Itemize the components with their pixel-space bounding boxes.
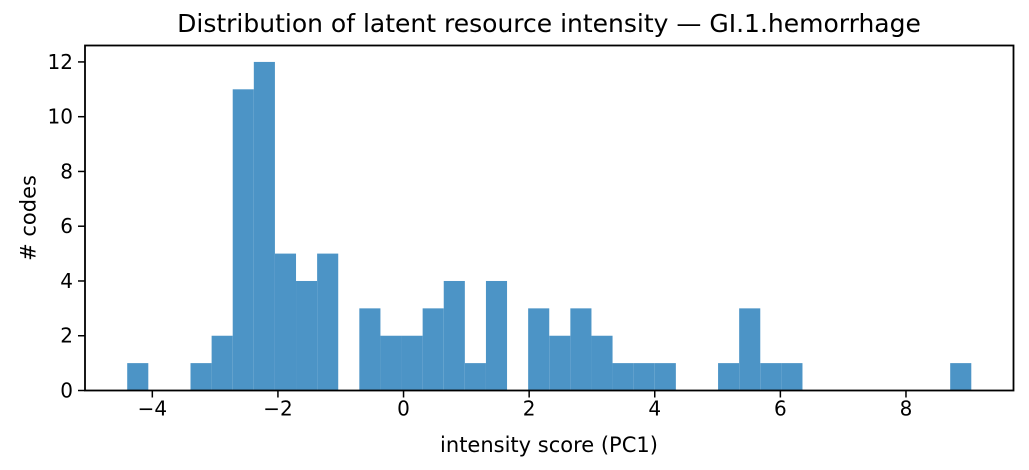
histogram-bar: [950, 363, 972, 391]
histogram-bar: [127, 363, 149, 391]
histogram-bar: [528, 308, 550, 391]
x-tick-label: 6: [774, 397, 787, 421]
histogram-bar: [401, 335, 423, 391]
chart-title: Distribution of latent resource intensit…: [177, 9, 921, 38]
y-tick-label: 2: [60, 324, 73, 348]
histogram-bar: [232, 89, 254, 391]
histogram-bar: [359, 308, 381, 391]
histogram-bar: [274, 253, 297, 391]
histogram-bar: [296, 280, 318, 391]
histogram-bar: [739, 308, 761, 391]
x-tick-label: 4: [648, 397, 661, 421]
histogram-bar: [422, 308, 444, 391]
histogram-bar: [612, 363, 634, 391]
histogram-bar: [760, 363, 782, 391]
histogram-bar: [485, 280, 508, 391]
y-tick-label: 8: [60, 159, 73, 183]
y-axis-label: # codes: [16, 175, 41, 261]
x-axis-label: intensity score (PC1): [440, 433, 658, 457]
histogram-bar: [591, 335, 613, 391]
x-tick-label: 8: [900, 397, 913, 421]
histogram-bar: [380, 335, 402, 391]
y-tick-label: 12: [48, 50, 73, 74]
plot-border: [84, 44, 1015, 392]
histogram-bar: [781, 363, 803, 391]
histogram-bar: [464, 363, 486, 391]
histogram-bar: [253, 61, 275, 391]
x-tick-label: −2: [263, 397, 292, 421]
y-tick-label: 6: [60, 214, 73, 238]
histogram-bar: [190, 363, 212, 391]
histogram-bar: [718, 363, 740, 391]
histogram-bar: [317, 253, 339, 391]
histogram-bar: [211, 335, 233, 391]
y-tick-label: 10: [48, 105, 73, 129]
histogram-bar: [549, 335, 571, 391]
y-tick-label: 4: [60, 269, 73, 293]
histogram-bar: [654, 363, 676, 391]
x-tick-label: 2: [523, 397, 536, 421]
x-tick-label: −4: [138, 397, 167, 421]
x-tick-label: 0: [397, 397, 410, 421]
histogram-bar: [570, 308, 592, 391]
histogram-bar: [443, 280, 465, 391]
histogram-bar: [633, 363, 655, 391]
y-tick-label: 0: [60, 379, 73, 403]
